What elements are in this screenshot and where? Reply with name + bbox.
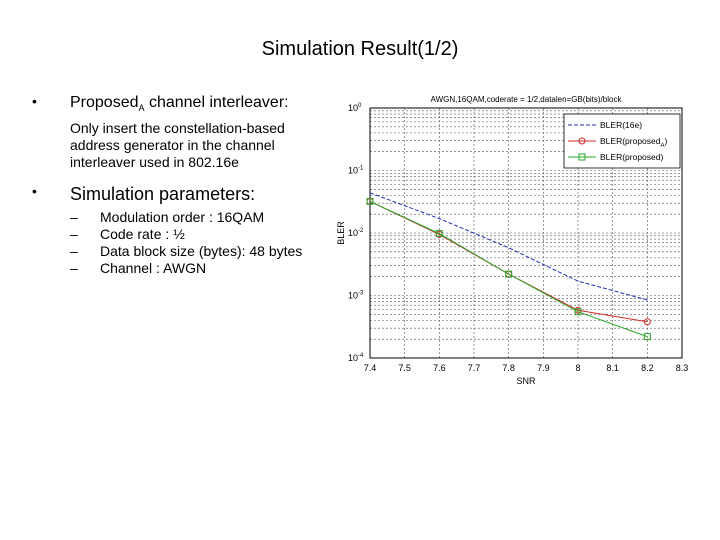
x-tick-label: 8.2 [641, 363, 654, 373]
x-tick-label: 7.6 [433, 363, 446, 373]
x-axis-label: SNR [516, 376, 536, 386]
dash: – [70, 260, 78, 277]
data-point [574, 308, 582, 316]
parameter-list: – Modulation order : 16QAM – Code rate : ½… [28, 209, 338, 277]
data-point [366, 197, 374, 205]
heading-rest: channel interleaver: [144, 94, 289, 111]
bullet-simulation-parameters: • Simulation parameters: [28, 183, 338, 205]
data-point [643, 333, 651, 341]
legend-entry: BLER(proposed) [600, 152, 663, 162]
bullet-heading: ProposedA channel interleaver: [70, 93, 338, 118]
legend-entry: BLER(proposedA) [600, 136, 668, 149]
y-tick-label: 10-2 [348, 228, 364, 238]
legend-marker [578, 153, 586, 161]
heading-main: Proposed [70, 94, 139, 111]
x-tick-label: 8.1 [606, 363, 619, 373]
x-tick-label: 8.3 [676, 363, 689, 373]
data-point [643, 318, 651, 326]
series-line [369, 200, 648, 338]
data-point [505, 270, 513, 278]
dash: – [70, 226, 78, 243]
x-tick-label: 7.7 [468, 363, 481, 373]
bullet-symbol: • [32, 183, 37, 200]
y-tick-label: 10-1 [348, 166, 364, 176]
bullet-symbol: • [32, 93, 37, 109]
parameter-modulation: – Modulation order : 16QAM [70, 209, 338, 226]
bler-chart: 7.4 7.5 7.6 7.7 7.8 7.9 8 8.1 8.2 8.3 100 10-1 10-2 1… [336, 95, 689, 386]
parameter-text: Code rate : ½ [100, 226, 185, 243]
heading-subscript: A [138, 103, 145, 114]
y-tick-label: 100 [348, 103, 362, 113]
x-tick-label: 7.5 [398, 363, 411, 373]
parameter-text: Channel : AWGN [100, 260, 207, 277]
y-axis-label: BLER [336, 221, 346, 245]
x-tick-label: 8 [575, 363, 580, 373]
bullet-description: Only insert the constellation-based addr… [70, 120, 285, 171]
dash: – [70, 209, 78, 226]
legend-entry: BLER(16e) [600, 120, 642, 130]
bullet-heading: Simulation parameters: [70, 184, 256, 205]
y-tick-label: 10-3 [348, 291, 364, 301]
data-point [435, 230, 443, 238]
parameter-text: Data block size (bytes): 48 bytes [100, 243, 303, 260]
series-line [369, 192, 648, 301]
parameter-text: Modulation order : 16QAM [100, 209, 265, 226]
legend-marker [578, 137, 586, 145]
x-tick-label: 7.8 [502, 363, 515, 373]
parameter-code-rate: – Code rate : ½ [70, 226, 338, 243]
bullet-proposed-interleaver: • ProposedA channel interleaver: Only in… [28, 93, 338, 171]
plot-frame [369, 107, 683, 359]
x-tick-label: 7.4 [364, 363, 377, 373]
x-tick-label: 7.9 [537, 363, 550, 373]
chart-title: AWGN,16QAM,coderate = 1/2,datalen=GB(bit… [431, 95, 623, 104]
parameter-block-size: – Data block size (bytes): 48 bytes [70, 243, 338, 260]
dash: – [70, 243, 78, 260]
slide-title: Simulation Result(1/2) [261, 38, 459, 60]
parameter-channel: – Channel : AWGN [70, 260, 338, 277]
bullet-list: • ProposedA channel interleaver: Only in… [28, 93, 338, 277]
y-tick-label: 10-4 [348, 353, 364, 363]
